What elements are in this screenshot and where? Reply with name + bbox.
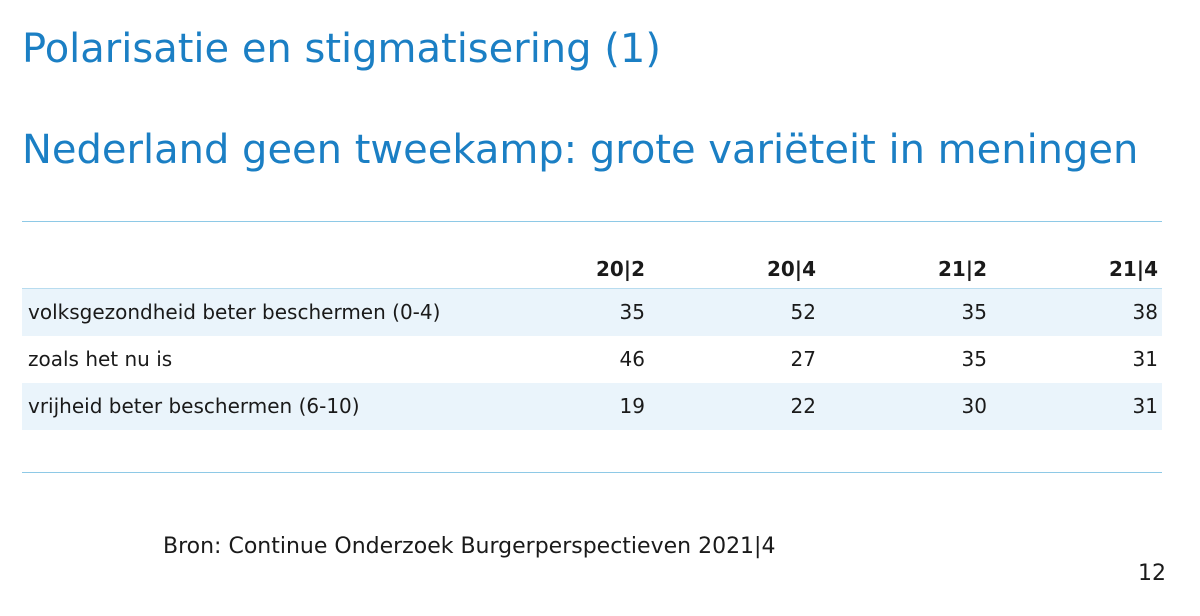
row-label: volksgezondheid beter beschermen (0-4) — [28, 300, 441, 324]
table-cell: 38 — [1132, 300, 1158, 324]
table-header-row: 20|2 20|4 21|2 21|4 — [22, 250, 1162, 289]
table-cell: 22 — [790, 394, 816, 418]
table-cell: 30 — [961, 394, 987, 418]
results-table: 20|2 20|4 21|2 21|4 volksgezondheid bete… — [22, 250, 1162, 430]
table-cell: 35 — [961, 347, 987, 371]
row-label: zoals het nu is — [28, 347, 173, 371]
table-cell: 31 — [1132, 394, 1158, 418]
source-note: Bron: Continue Onderzoek Burgerperspecti… — [163, 534, 776, 559]
slide-title: Polarisatie en stigmatisering (1) — [22, 26, 661, 72]
table-cell: 46 — [619, 347, 645, 371]
column-header-20-4: 20|4 — [766, 257, 816, 281]
column-header-21-2: 21|2 — [937, 257, 987, 281]
bottom-divider — [22, 472, 1162, 473]
table-cell: 35 — [961, 300, 987, 324]
row-label: vrijheid beter beschermen (6-10) — [28, 394, 360, 418]
column-header-21-4: 21|4 — [1108, 257, 1158, 281]
table-cell: 35 — [619, 300, 645, 324]
table-row: zoals het nu is 46 27 35 31 — [22, 336, 1162, 383]
table-cell: 27 — [790, 347, 816, 371]
column-header-20-2: 20|2 — [595, 257, 645, 281]
column-header-label — [22, 250, 478, 289]
table-row: vrijheid beter beschermen (6-10) 19 22 3… — [22, 383, 1162, 430]
top-divider — [22, 221, 1162, 222]
table-cell: 31 — [1132, 347, 1158, 371]
table-row: volksgezondheid beter beschermen (0-4) 3… — [22, 288, 1162, 336]
table-cell: 52 — [790, 300, 816, 324]
slide-subtitle: Nederland geen tweekamp: grote variëteit… — [22, 127, 1139, 173]
page-number: 12 — [1138, 561, 1166, 586]
table-cell: 19 — [619, 394, 645, 418]
